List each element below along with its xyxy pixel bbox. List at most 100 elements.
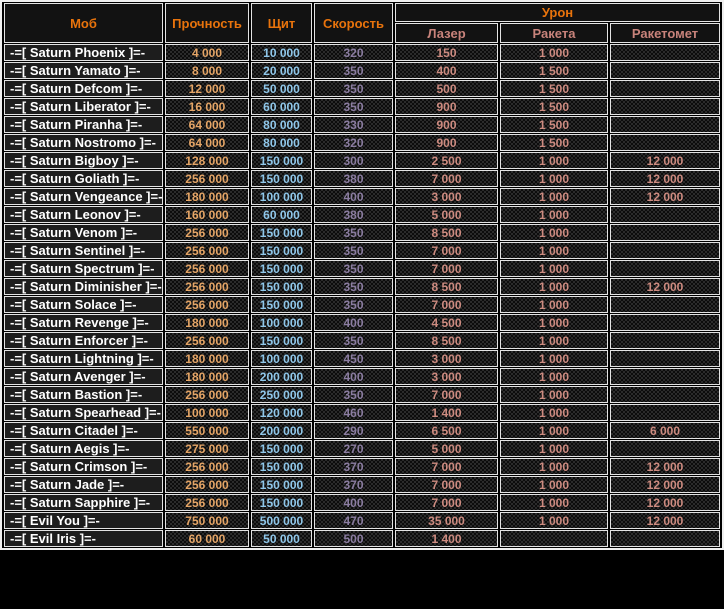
shield-cell: 150 000 [251, 260, 312, 277]
shield-cell: 150 000 [251, 332, 312, 349]
rocket-damage-cell [500, 530, 608, 547]
durability-cell: 16 000 [165, 98, 249, 115]
rocket-damage-cell: 1 500 [500, 98, 608, 115]
shield-cell: 100 000 [251, 350, 312, 367]
rocket-launcher-damage-cell [610, 80, 720, 97]
column-header-rocket: Ракета [500, 23, 608, 43]
rocket-launcher-damage-cell [610, 242, 720, 259]
mob-name-cell: -=[ Saturn Yamato ]=- [4, 62, 163, 79]
table-row: -=[ Saturn Phoenix ]=- 4 000 10 000 320 150 1… [4, 44, 720, 61]
table-row: -=[ Evil You ]=- 750 000 500 000 470 35 000 1… [4, 512, 720, 529]
mob-name-cell: -=[ Saturn Revenge ]=- [4, 314, 163, 331]
rocket-damage-cell: 1 000 [500, 44, 608, 61]
speed-cell: 350 [314, 386, 393, 403]
table-header: Моб Прочность Щит Скорость Урон Лазер Ра… [4, 3, 720, 43]
rocket-damage-cell: 1 000 [500, 458, 608, 475]
laser-damage-cell: 150 [395, 44, 498, 61]
mob-name-cell: -=[ Evil Iris ]=- [4, 530, 163, 547]
rocket-launcher-damage-cell [610, 224, 720, 241]
shield-cell: 100 000 [251, 314, 312, 331]
shield-cell: 20 000 [251, 62, 312, 79]
shield-cell: 80 000 [251, 116, 312, 133]
laser-damage-cell: 3 000 [395, 188, 498, 205]
table-row: -=[ Saturn Revenge ]=- 180 000 100 000 400 4… [4, 314, 720, 331]
mob-name-cell: -=[ Saturn Avenger ]=- [4, 368, 163, 385]
rocket-launcher-damage-cell: 12 000 [610, 494, 720, 511]
speed-cell: 350 [314, 62, 393, 79]
mob-stats-table: Моб Прочность Щит Скорость Урон Лазер Ра… [0, 0, 724, 550]
durability-cell: 180 000 [165, 368, 249, 385]
speed-cell: 400 [314, 188, 393, 205]
column-header-laser: Лазер [395, 23, 498, 43]
shield-cell: 10 000 [251, 44, 312, 61]
laser-damage-cell: 900 [395, 116, 498, 133]
table-row: -=[ Saturn Yamato ]=- 8 000 20 000 350 400 1 … [4, 62, 720, 79]
shield-cell: 500 000 [251, 512, 312, 529]
header-row-damage-sub: Лазер Ракета Ракетомет [4, 23, 720, 43]
speed-cell: 350 [314, 278, 393, 295]
rocket-launcher-damage-cell [610, 134, 720, 151]
speed-cell: 460 [314, 404, 393, 421]
mob-name-cell: -=[ Saturn Sentinel ]=- [4, 242, 163, 259]
mob-name-cell: -=[ Saturn Solace ]=- [4, 296, 163, 313]
mob-name-cell: -=[ Saturn Jade ]=- [4, 476, 163, 493]
rocket-damage-cell: 1 500 [500, 134, 608, 151]
shield-cell: 150 000 [251, 224, 312, 241]
speed-cell: 400 [314, 368, 393, 385]
table-row: -=[ Saturn Aegis ]=- 275 000 150 000 270 5 0… [4, 440, 720, 457]
table-body: -=[ Saturn Phoenix ]=- 4 000 10 000 320 150 1… [4, 44, 720, 547]
speed-cell: 350 [314, 80, 393, 97]
durability-cell: 256 000 [165, 242, 249, 259]
rocket-launcher-damage-cell: 12 000 [610, 278, 720, 295]
laser-damage-cell: 2 500 [395, 152, 498, 169]
durability-cell: 550 000 [165, 422, 249, 439]
speed-cell: 300 [314, 152, 393, 169]
laser-damage-cell: 400 [395, 62, 498, 79]
table-row: -=[ Saturn Piranha ]=- 64 000 80 000 330 900… [4, 116, 720, 133]
shield-cell: 100 000 [251, 188, 312, 205]
table-row: -=[ Saturn Avenger ]=- 180 000 200 000 400 3… [4, 368, 720, 385]
mob-name-cell: -=[ Saturn Piranha ]=- [4, 116, 163, 133]
laser-damage-cell: 5 000 [395, 440, 498, 457]
table-row: -=[ Saturn Crimson ]=- 256 000 150 000 370 7… [4, 458, 720, 475]
rocket-launcher-damage-cell [610, 260, 720, 277]
rocket-damage-cell: 1 000 [500, 224, 608, 241]
speed-cell: 320 [314, 44, 393, 61]
speed-cell: 350 [314, 98, 393, 115]
shield-cell: 150 000 [251, 494, 312, 511]
mob-name-cell: -=[ Saturn Diminisher ]=- [4, 278, 163, 295]
rocket-launcher-damage-cell [610, 44, 720, 61]
durability-cell: 4 000 [165, 44, 249, 61]
rocket-damage-cell: 1 000 [500, 296, 608, 313]
laser-damage-cell: 7 000 [395, 476, 498, 493]
rocket-launcher-damage-cell [610, 98, 720, 115]
rocket-damage-cell: 1 000 [500, 278, 608, 295]
speed-cell: 320 [314, 134, 393, 151]
laser-damage-cell: 7 000 [395, 296, 498, 313]
shield-cell: 150 000 [251, 458, 312, 475]
rocket-launcher-damage-cell: 12 000 [610, 152, 720, 169]
durability-cell: 256 000 [165, 458, 249, 475]
speed-cell: 350 [314, 296, 393, 313]
rocket-damage-cell: 1 000 [500, 440, 608, 457]
rocket-launcher-damage-cell [610, 314, 720, 331]
table-row: -=[ Evil Iris ]=- 60 000 50 000 500 1 400 [4, 530, 720, 547]
laser-damage-cell: 3 000 [395, 350, 498, 367]
shield-cell: 150 000 [251, 242, 312, 259]
column-header-mob: Моб [4, 3, 163, 43]
rocket-launcher-damage-cell [610, 530, 720, 547]
speed-cell: 350 [314, 260, 393, 277]
shield-cell: 120 000 [251, 404, 312, 421]
rocket-damage-cell: 1 500 [500, 80, 608, 97]
rocket-damage-cell: 1 000 [500, 152, 608, 169]
mob-name-cell: -=[ Saturn Bastion ]=- [4, 386, 163, 403]
rocket-launcher-damage-cell [610, 62, 720, 79]
durability-cell: 100 000 [165, 404, 249, 421]
laser-damage-cell: 7 000 [395, 170, 498, 187]
shield-cell: 150 000 [251, 440, 312, 457]
mob-name-cell: -=[ Saturn Venom ]=- [4, 224, 163, 241]
durability-cell: 256 000 [165, 494, 249, 511]
shield-cell: 200 000 [251, 422, 312, 439]
mob-name-cell: -=[ Saturn Citadel ]=- [4, 422, 163, 439]
